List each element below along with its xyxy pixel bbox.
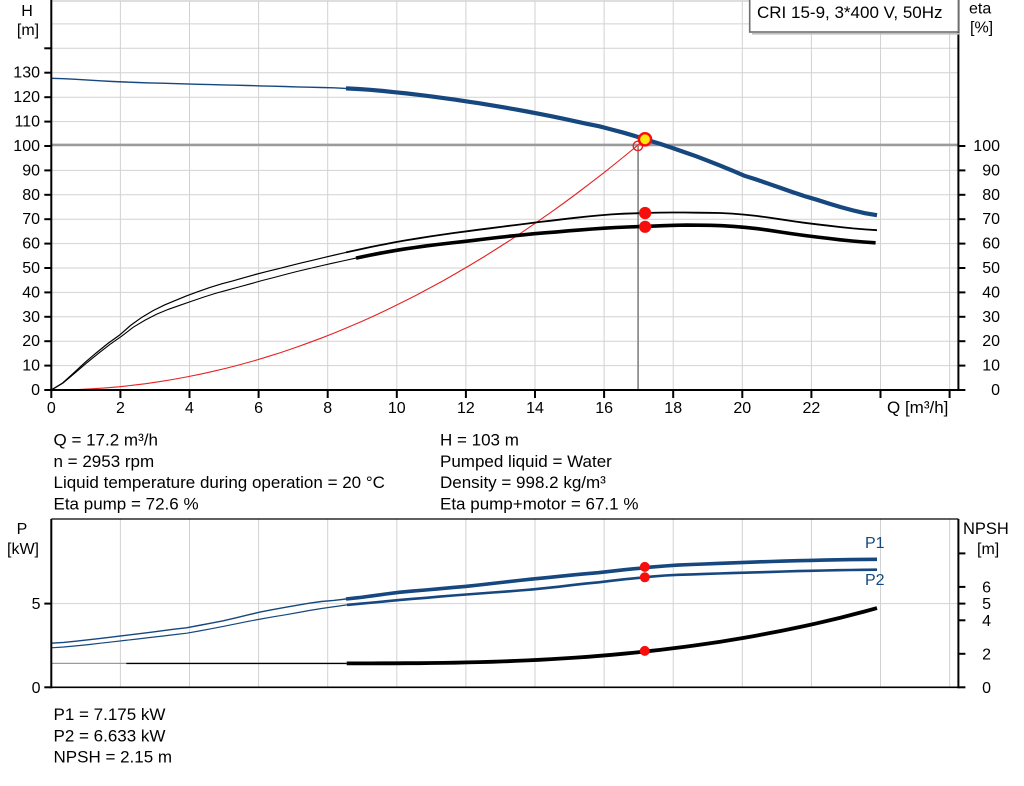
svg-text:Eta pump = 72.6 %: Eta pump = 72.6 % bbox=[54, 495, 199, 514]
svg-text:6: 6 bbox=[982, 579, 991, 596]
svg-text:20: 20 bbox=[982, 333, 1000, 350]
svg-text:5: 5 bbox=[32, 596, 41, 613]
svg-text:110: 110 bbox=[14, 114, 40, 131]
svg-text:2: 2 bbox=[116, 400, 125, 417]
svg-text:80: 80 bbox=[22, 187, 40, 204]
svg-text:H: H bbox=[21, 3, 33, 20]
svg-text:30: 30 bbox=[982, 309, 1000, 326]
svg-text:0: 0 bbox=[991, 382, 1000, 399]
svg-text:10: 10 bbox=[388, 400, 406, 417]
svg-text:n = 2953 rpm: n = 2953 rpm bbox=[54, 452, 155, 471]
svg-text:Q [m³/h]: Q [m³/h] bbox=[887, 398, 948, 417]
svg-text:10: 10 bbox=[22, 358, 40, 375]
svg-text:eta: eta bbox=[969, 1, 991, 18]
svg-text:20: 20 bbox=[733, 400, 751, 417]
svg-text:10: 10 bbox=[982, 358, 1000, 375]
svg-text:P1 = 7.175 kW: P1 = 7.175 kW bbox=[54, 705, 166, 724]
svg-text:P: P bbox=[17, 521, 28, 538]
svg-text:Liquid temperature during oper: Liquid temperature during operation = 20… bbox=[54, 473, 385, 492]
svg-text:14: 14 bbox=[526, 400, 544, 417]
svg-text:40: 40 bbox=[22, 284, 40, 301]
svg-text:80: 80 bbox=[982, 187, 1000, 204]
svg-text:12: 12 bbox=[457, 400, 475, 417]
svg-text:22: 22 bbox=[803, 400, 821, 417]
svg-text:20: 20 bbox=[22, 333, 40, 350]
svg-text:Density = 998.2 kg/m³: Density = 998.2 kg/m³ bbox=[440, 473, 606, 492]
svg-text:Eta pump+motor = 67.1 %: Eta pump+motor = 67.1 % bbox=[440, 495, 638, 514]
svg-text:NPSH = 2.15 m: NPSH = 2.15 m bbox=[54, 748, 173, 767]
svg-text:0: 0 bbox=[32, 680, 41, 697]
svg-text:90: 90 bbox=[22, 162, 40, 179]
svg-text:2: 2 bbox=[982, 646, 991, 663]
svg-text:[kW]: [kW] bbox=[7, 541, 39, 558]
svg-text:CRI 15-9, 3*400 V, 50Hz: CRI 15-9, 3*400 V, 50Hz bbox=[757, 3, 943, 22]
svg-text:5: 5 bbox=[982, 596, 991, 613]
svg-text:0: 0 bbox=[31, 382, 40, 399]
svg-text:60: 60 bbox=[982, 236, 1000, 253]
svg-text:P1: P1 bbox=[865, 535, 885, 552]
svg-text:P2: P2 bbox=[865, 572, 885, 589]
svg-text:4: 4 bbox=[185, 400, 194, 417]
svg-text:130: 130 bbox=[13, 65, 40, 82]
svg-text:90: 90 bbox=[982, 162, 1000, 179]
svg-text:6: 6 bbox=[254, 400, 263, 417]
svg-text:60: 60 bbox=[22, 236, 40, 253]
svg-text:P2 = 6.633 kW: P2 = 6.633 kW bbox=[54, 726, 166, 745]
svg-text:100: 100 bbox=[13, 138, 40, 155]
svg-text:8: 8 bbox=[323, 400, 332, 417]
svg-text:0: 0 bbox=[47, 400, 56, 417]
svg-text:18: 18 bbox=[664, 400, 682, 417]
svg-text:30: 30 bbox=[22, 309, 40, 326]
svg-text:4: 4 bbox=[982, 613, 991, 630]
svg-text:70: 70 bbox=[22, 211, 40, 228]
svg-text:[m]: [m] bbox=[17, 22, 39, 39]
svg-text:0: 0 bbox=[982, 680, 991, 697]
svg-text:40: 40 bbox=[982, 284, 1000, 301]
svg-text:16: 16 bbox=[595, 400, 613, 417]
svg-text:[%]: [%] bbox=[970, 20, 993, 37]
svg-text:50: 50 bbox=[22, 260, 40, 277]
svg-text:H = 103 m: H = 103 m bbox=[440, 431, 519, 450]
svg-text:120: 120 bbox=[13, 89, 40, 106]
svg-text:NPSH: NPSH bbox=[963, 520, 1009, 538]
svg-text:[m]: [m] bbox=[977, 541, 999, 558]
svg-text:70: 70 bbox=[982, 211, 1000, 228]
svg-text:100: 100 bbox=[973, 138, 1000, 155]
svg-text:Pumped liquid = Water: Pumped liquid = Water bbox=[440, 452, 612, 471]
svg-text:50: 50 bbox=[982, 260, 1000, 277]
svg-text:Q = 17.2 m³/h: Q = 17.2 m³/h bbox=[54, 431, 158, 450]
